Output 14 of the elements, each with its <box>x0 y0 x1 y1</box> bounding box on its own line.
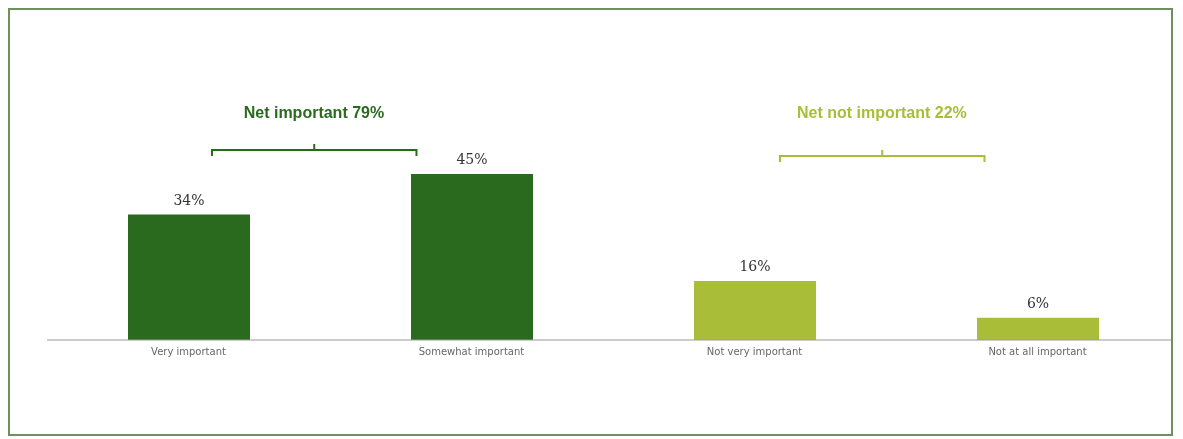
x-tick-label: Very important <box>151 346 226 358</box>
data-label: 34% <box>173 191 205 208</box>
text: Net not important 22% <box>796 104 968 122</box>
bar <box>977 317 1099 340</box>
x-tick-label: Not very important <box>706 346 803 358</box>
bar <box>128 214 250 340</box>
x-tick-label: Not at all important <box>988 346 1087 358</box>
data-label: 6% <box>1026 294 1050 311</box>
bar <box>411 174 533 340</box>
x-tick-label: Somewhat important <box>418 346 525 358</box>
data-label: 16% <box>739 257 771 274</box>
text: Net important 79% <box>242 104 386 122</box>
data-label: 45% <box>456 151 488 167</box>
bar <box>694 280 816 340</box>
